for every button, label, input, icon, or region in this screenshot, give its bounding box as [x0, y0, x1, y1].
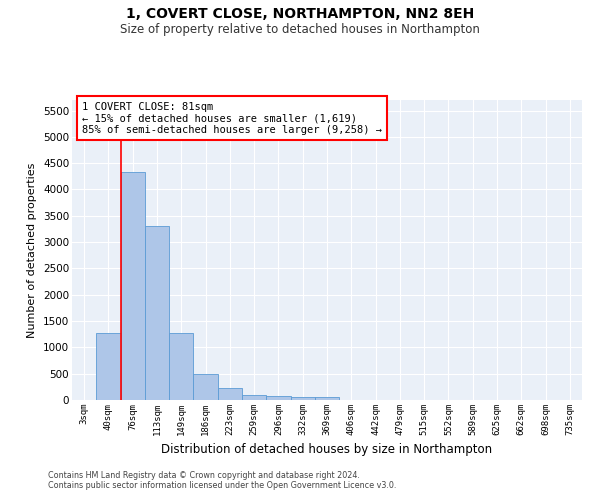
Bar — [315, 398, 339, 400]
Bar — [96, 333, 121, 400]
Y-axis label: Number of detached properties: Number of detached properties — [28, 162, 37, 338]
Text: 1 COVERT CLOSE: 81sqm
← 15% of detached houses are smaller (1,619)
85% of semi-d: 1 COVERT CLOSE: 81sqm ← 15% of detached … — [82, 102, 382, 134]
Bar — [266, 396, 290, 400]
Text: Contains HM Land Registry data © Crown copyright and database right 2024.: Contains HM Land Registry data © Crown c… — [48, 471, 360, 480]
Bar — [145, 226, 169, 400]
Bar — [121, 172, 145, 400]
Text: 1, COVERT CLOSE, NORTHAMPTON, NN2 8EH: 1, COVERT CLOSE, NORTHAMPTON, NN2 8EH — [126, 8, 474, 22]
Bar — [290, 397, 315, 400]
Text: Contains public sector information licensed under the Open Government Licence v3: Contains public sector information licen… — [48, 481, 397, 490]
Bar — [242, 396, 266, 400]
Text: Distribution of detached houses by size in Northampton: Distribution of detached houses by size … — [161, 442, 493, 456]
Bar — [169, 332, 193, 400]
Bar — [218, 388, 242, 400]
Bar — [193, 374, 218, 400]
Text: Size of property relative to detached houses in Northampton: Size of property relative to detached ho… — [120, 22, 480, 36]
